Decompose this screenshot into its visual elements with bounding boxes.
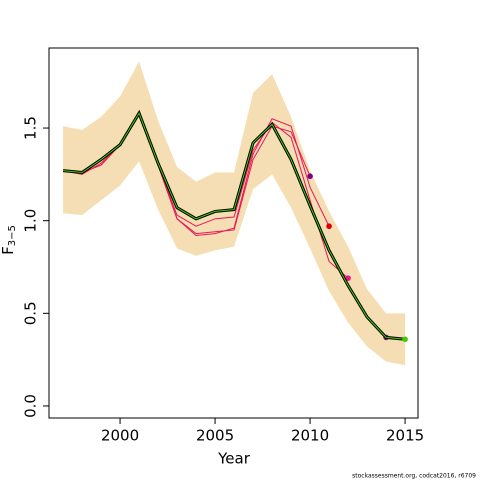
end-point [307,173,313,180]
y-axis-label: F3−5 [0,225,18,255]
x-tick-label: 2000 [101,427,139,445]
plot-frame [48,47,419,419]
end-point [326,223,332,230]
end-point [402,336,408,343]
footer: stockassessment.org, codcat2016, r6709 [352,473,476,480]
series-line-inner [63,112,406,340]
x-tick-label: 2005 [196,427,234,445]
y-tick-label: 1.5 [22,116,40,140]
x-tick-label: 2010 [291,427,329,445]
series-line [63,113,330,237]
y-tick-label: 0.5 [22,301,40,325]
y-tick-label: 1.0 [22,209,40,233]
y-label-sub: 3−5 [7,225,18,246]
y-label-main: F [0,246,17,255]
end-point [345,275,351,281]
x-axis-label: Year [217,450,251,468]
y-tick-label: 0.0 [22,394,40,418]
x-tick-label: 2015 [386,427,424,445]
